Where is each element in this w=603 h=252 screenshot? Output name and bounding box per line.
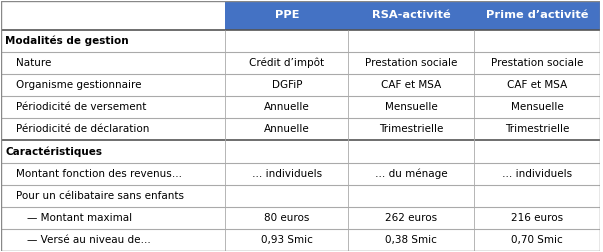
Text: CAF et MSA: CAF et MSA [381,80,441,90]
FancyBboxPatch shape [474,1,600,29]
Text: Annuelle: Annuelle [264,102,310,112]
Text: Montant fonction des revenus…: Montant fonction des revenus… [16,169,182,179]
Text: Caractéristiques: Caractéristiques [5,146,103,157]
Text: … du ménage: … du ménage [375,168,447,179]
Text: Prestation sociale: Prestation sociale [365,58,458,68]
Text: — Montant maximal: — Montant maximal [27,213,132,223]
Text: Nature: Nature [16,58,52,68]
Text: Périodicité de versement: Périodicité de versement [16,102,147,112]
Text: 0,70 Smic: 0,70 Smic [511,235,563,245]
Text: Mensuelle: Mensuelle [385,102,438,112]
Text: 0,38 Smic: 0,38 Smic [385,235,437,245]
Text: 216 euros: 216 euros [511,213,563,223]
Text: Trimestrielle: Trimestrielle [505,124,569,134]
Text: … individuels: … individuels [502,169,572,179]
FancyBboxPatch shape [349,1,474,29]
Text: … individuels: … individuels [252,169,322,179]
Text: Mensuelle: Mensuelle [511,102,564,112]
Text: RSA-activité: RSA-activité [372,10,450,20]
Text: Organisme gestionnaire: Organisme gestionnaire [16,80,142,90]
Text: 262 euros: 262 euros [385,213,437,223]
Text: Périodicité de déclaration: Périodicité de déclaration [16,124,150,134]
Text: Trimestrielle: Trimestrielle [379,124,443,134]
FancyBboxPatch shape [226,1,349,29]
Text: 80 euros: 80 euros [264,213,309,223]
Text: CAF et MSA: CAF et MSA [507,80,567,90]
Text: Prime d’activité: Prime d’activité [486,10,589,20]
Text: — Versé au niveau de…: — Versé au niveau de… [27,235,151,245]
Text: Modalités de gestion: Modalités de gestion [5,35,129,46]
Text: Annuelle: Annuelle [264,124,310,134]
Text: DGFiP: DGFiP [272,80,302,90]
Text: 0,93 Smic: 0,93 Smic [261,235,313,245]
FancyBboxPatch shape [1,1,226,29]
Text: Crédit d’impôt: Crédit d’impôt [250,57,324,68]
Text: Pour un célibataire sans enfants: Pour un célibataire sans enfants [16,191,185,201]
Text: PPE: PPE [275,10,299,20]
Text: Prestation sociale: Prestation sociale [491,58,583,68]
